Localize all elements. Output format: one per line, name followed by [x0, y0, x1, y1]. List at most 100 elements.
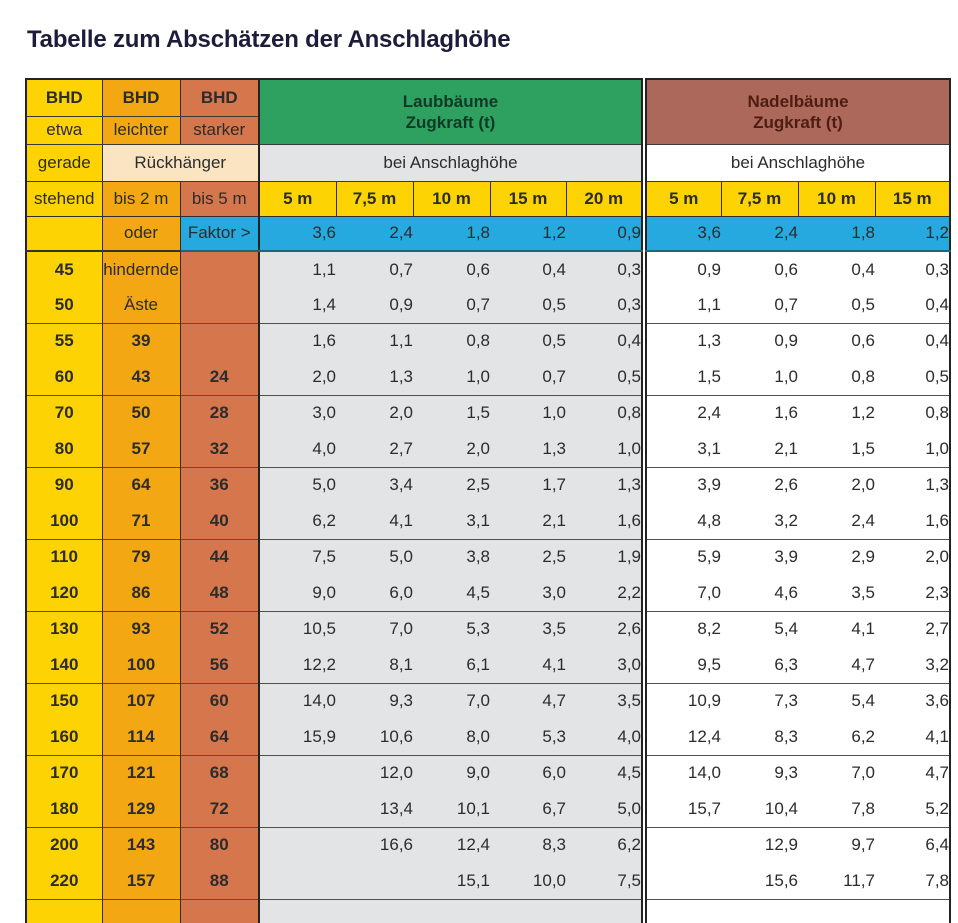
laub-value-cell: 7,0 [336, 610, 413, 647]
bhd-strong-cell [180, 322, 260, 359]
laub-value-cell: 9,0 [413, 754, 490, 791]
table-row: 70 50 28 3,0 2,0 1,5 1,0 0,8 2,4 1,6 1,2 0,8 [25, 394, 951, 431]
laub-value-cell: 4,5 [413, 575, 490, 611]
bhd-strong-cell [180, 251, 260, 287]
faktor-nadel-5m: 3,6 [645, 215, 721, 252]
nadel-value-cell: 4,6 [721, 575, 798, 611]
laub-value-cell: 2,0 [413, 431, 490, 467]
faktor-row: oder Faktor > 3,6 2,4 1,8 1,2 0,9 3,6 2,… [25, 215, 951, 252]
block-gap [642, 503, 646, 539]
block-gap [642, 181, 646, 216]
nadel-value-cell: 0,9 [721, 322, 798, 359]
table-row: 140 100 56 12,2 8,1 6,1 4,1 3,0 9,5 6,3 4,7 3,2 [25, 647, 951, 683]
bhd-cell: 140 [25, 647, 103, 683]
bhd-cell: 100 [25, 503, 103, 539]
nadel-value-cell: 1,6 [875, 503, 951, 539]
bhd-light-cell: 86 [102, 575, 181, 611]
laub-value-cell: 4,0 [259, 431, 336, 467]
faktor-laub-5m: 3,6 [259, 215, 336, 252]
laub-value-cell: 0,4 [490, 251, 566, 287]
block-gap [642, 116, 646, 144]
laub-value-cell: 0,4 [566, 322, 643, 359]
laub-value-cell: 3,5 [566, 682, 643, 719]
laub-value-cell: 0,5 [566, 359, 643, 395]
laub-value-cell [490, 898, 566, 923]
laub-value-cell: 1,5 [413, 394, 490, 431]
laub-value-cell: 12,2 [259, 647, 336, 683]
nadel-value-cell: 0,4 [875, 287, 951, 323]
nadel-value-cell: 10,4 [721, 791, 798, 827]
laub-value-cell: 2,6 [566, 610, 643, 647]
anschlaghoehe-table: BHD BHD BHD Laubbäume Zugkraft (t) Nadel… [25, 78, 951, 923]
nadel-value-cell: 2,0 [875, 538, 951, 575]
laub-height-10m: 10 m [413, 181, 491, 216]
nadel-value-cell: 2,4 [645, 394, 721, 431]
block-gap [642, 144, 646, 181]
nadel-value-cell: 3,2 [721, 503, 798, 539]
laub-value-cell: 5,0 [566, 791, 643, 827]
block-gap [642, 216, 646, 251]
bhd-light-cell: hindernde [102, 251, 181, 287]
laub-value-cell: 1,1 [336, 322, 413, 359]
table-row: 200 143 80 16,6 12,4 8,3 6,2 12,9 9,7 6,4 [25, 826, 951, 863]
block-gap [642, 827, 646, 863]
bhd-cell: 110 [25, 538, 103, 575]
nadel-value-cell: 12,9 [721, 826, 798, 863]
block-gap [642, 647, 646, 683]
block-gap [642, 683, 646, 719]
bhd-cell: 90 [25, 466, 103, 503]
bhd-light-cell: 50 [102, 394, 181, 431]
nadel-value-cell: 4,1 [875, 719, 951, 755]
laub-value-cell [336, 898, 413, 923]
nadel-value-cell: 7,8 [875, 863, 951, 899]
nadel-value-cell: 4,7 [798, 647, 875, 683]
laub-value-cell: 7,5 [566, 863, 643, 899]
laub-value-cell: 3,0 [259, 394, 336, 431]
laub-value-cell: 4,0 [566, 719, 643, 755]
bhd-light-cell: 39 [102, 322, 181, 359]
block-gap [642, 611, 646, 647]
laub-value-cell: 9,0 [259, 575, 336, 611]
label-gerade: gerade [25, 144, 103, 182]
bhd-strong-cell: 68 [180, 754, 260, 791]
bhd-light-cell: 43 [102, 359, 181, 395]
bhd-strong-cell: 64 [180, 719, 260, 755]
nadel-value-cell: 6,3 [721, 647, 798, 683]
laub-value-cell: 6,0 [490, 754, 566, 791]
laub-value-cell: 7,0 [413, 682, 490, 719]
header-bhd-strong: BHD [180, 78, 260, 117]
block-gap [642, 719, 646, 755]
laub-value-cell: 2,0 [336, 394, 413, 431]
page-title: Tabelle zum Abschätzen der Anschlaghöhe [27, 26, 511, 53]
nadel-value-cell: 0,7 [721, 287, 798, 323]
block-gap [642, 431, 646, 467]
laub-value-cell: 1,1 [259, 251, 336, 287]
nadel-value-cell: 0,4 [798, 251, 875, 287]
table-head: BHD BHD BHD Laubbäume Zugkraft (t) Nadel… [25, 78, 951, 252]
laub-value-cell: 8,3 [490, 826, 566, 863]
nadel-value-cell: 12,4 [645, 719, 721, 755]
laub-value-cell [259, 791, 336, 827]
nadel-value-cell: 1,3 [875, 466, 951, 503]
block-gap [642, 539, 646, 575]
nadel-value-cell: 4,7 [875, 754, 951, 791]
laub-anschlag-label: bei Anschlaghöhe [259, 144, 643, 182]
block-gap [642, 359, 646, 395]
block-gap [642, 287, 646, 323]
laub-value-cell: 2,5 [413, 466, 490, 503]
laub-value-cell: 1,9 [566, 538, 643, 575]
faktor-laub-7-5m: 2,4 [336, 215, 413, 252]
label-rueckhaenger: Rückhänger [102, 144, 260, 182]
nadel-value-cell: 8,2 [645, 610, 721, 647]
laub-value-cell: 1,3 [336, 359, 413, 395]
nadel-value-cell: 0,5 [798, 287, 875, 323]
faktor-nadel-15m: 1,2 [875, 215, 951, 252]
table-row: 150 107 60 14,0 9,3 7,0 4,7 3,5 10,9 7,3 5,4 3,6 [25, 682, 951, 719]
bhd-light-cell: 129 [102, 791, 181, 827]
nadel-subtitle: Zugkraft (t) [753, 113, 843, 133]
laub-value-cell: 0,8 [566, 394, 643, 431]
table-row: 110 79 44 7,5 5,0 3,8 2,5 1,9 5,9 3,9 2,9 2,0 [25, 538, 951, 575]
laub-value-cell: 3,5 [490, 610, 566, 647]
nadel-value-cell: 0,6 [798, 322, 875, 359]
